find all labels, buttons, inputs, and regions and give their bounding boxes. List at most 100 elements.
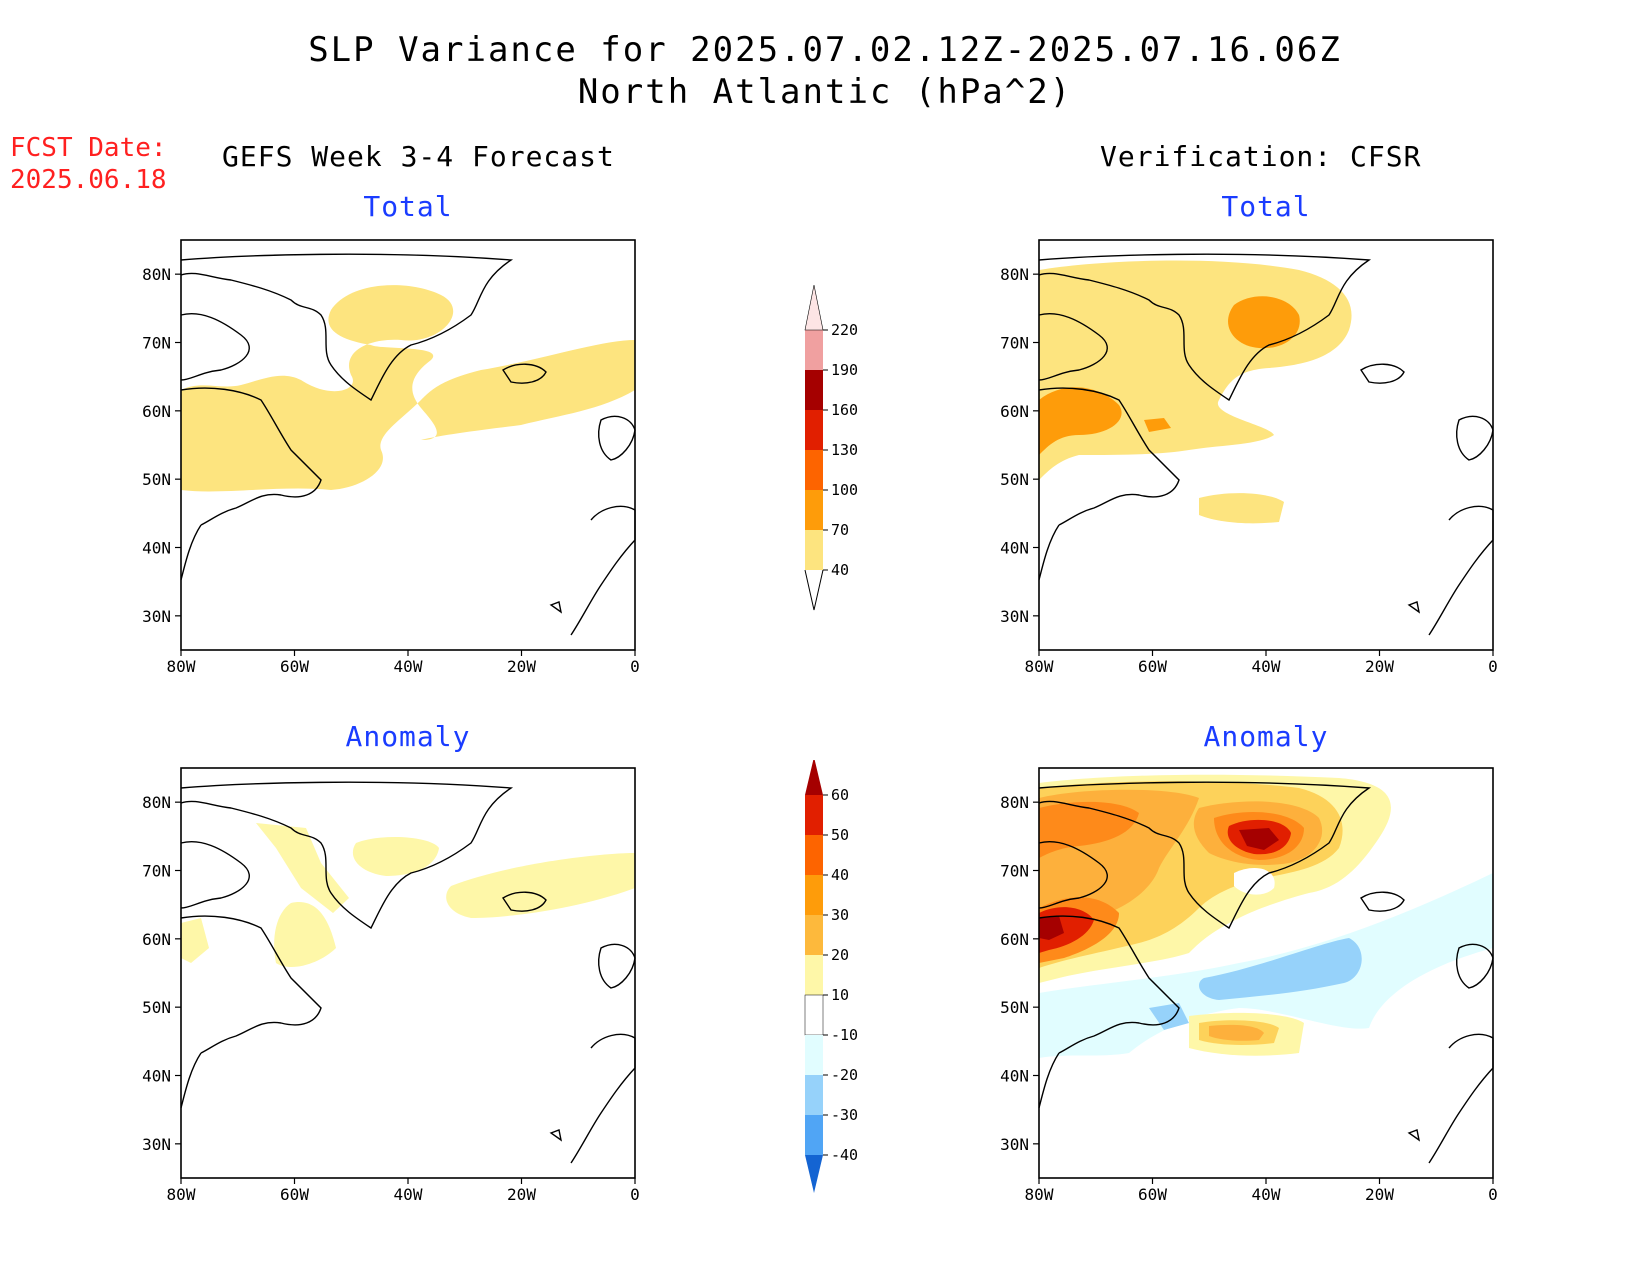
coastline-4 — [502, 363, 547, 384]
verification-anomaly-contour-60 — [1239, 828, 1279, 850]
lon-tick-label: 60W — [280, 657, 309, 676]
lat-tick-label: 40N — [1000, 1067, 1029, 1086]
total-colorbar-segment — [805, 490, 823, 530]
lon-tick-label: 80W — [1025, 657, 1054, 676]
total-colorbar-label: 160 — [831, 401, 858, 419]
lat-tick-label: 30N — [1000, 1135, 1029, 1154]
coastline-1 — [180, 841, 250, 909]
anomaly-colorbar-label: -30 — [831, 1106, 858, 1124]
verification-total-subtitle: Total — [1221, 190, 1311, 223]
verification-total-contour-70-c — [1144, 418, 1171, 432]
total-colorbar-top-arrow — [804, 285, 824, 331]
verification-total-contour-40 — [1039, 260, 1352, 480]
coastline-3 — [1038, 1052, 1060, 1109]
fcst-date-label: FCST Date: — [10, 133, 167, 163]
anomaly-colorbar-label: -10 — [831, 1026, 858, 1044]
verification-anomaly-subtitle: Anomaly — [1203, 720, 1329, 753]
coastline-7 — [1407, 1129, 1421, 1142]
lon-tick-label: 20W — [507, 657, 536, 676]
left-column-title: GEFS Week 3-4 Forecast — [222, 140, 615, 173]
coastline-5 — [598, 943, 636, 989]
right-column-title: Verification: CFSR — [1100, 140, 1422, 173]
lon-tick-label: 40W — [1252, 657, 1281, 676]
anomaly-colorbar-segment — [805, 875, 823, 915]
anomaly-colorbar-top-arrow — [805, 760, 823, 795]
anomaly-colorbar-label: -20 — [831, 1066, 858, 1084]
coastline-4 — [1360, 891, 1405, 912]
lat-tick-label: 50N — [1000, 470, 1029, 489]
verification-anomaly-contour-m20 — [1199, 938, 1362, 1000]
lat-tick-label: 60N — [142, 402, 171, 421]
anomaly-colorbar-label: 50 — [831, 826, 849, 844]
anomaly-colorbar-segment — [805, 915, 823, 955]
anomaly-colorbar-segment — [805, 835, 823, 875]
lon-tick-label: 40W — [1252, 1185, 1281, 1204]
anomaly-colorbar-segment — [805, 1075, 823, 1115]
coastline-3 — [180, 1052, 202, 1109]
lat-tick-label: 70N — [142, 862, 171, 881]
total-colorbar-segment — [805, 410, 823, 450]
lat-tick-label: 70N — [1000, 862, 1029, 881]
lat-tick-label: 60N — [1000, 402, 1029, 421]
total-colorbar-segment — [805, 370, 823, 410]
verification-anomaly-contour-white — [1234, 868, 1275, 895]
lon-tick-label: 0 — [1488, 1185, 1498, 1204]
lat-tick-label: 40N — [142, 1067, 171, 1086]
lon-tick-label: 20W — [1365, 1185, 1394, 1204]
verification-total-contour-70-b — [1039, 387, 1122, 455]
anomaly-colorbar: 60 50 40 30 20 10 -10 -20 -30 -40 — [804, 760, 858, 1193]
anomaly-colorbar-segment — [805, 795, 823, 835]
lat-tick-label: 80N — [142, 793, 171, 812]
coastline-0 — [1038, 781, 1372, 930]
lon-tick-label: 0 — [1488, 657, 1498, 676]
coastline-1 — [180, 313, 250, 381]
lon-tick-label: 60W — [280, 1185, 309, 1204]
lat-tick-label: 80N — [142, 265, 171, 284]
lat-tick-label: 50N — [142, 998, 171, 1017]
forecast-anomaly-map: 80N 70N 60N 50N 40N 30N 80W 60W 40W 20W 0 — [142, 767, 640, 1204]
anomaly-colorbar-segment — [805, 955, 823, 995]
coastline-2 — [180, 387, 322, 526]
map-frame — [180, 767, 636, 1179]
lon-tick-label: 80W — [1025, 1185, 1054, 1204]
lon-tick-label: 80W — [167, 1185, 196, 1204]
total-colorbar-label: 40 — [831, 561, 849, 579]
coastline-1 — [1038, 841, 1108, 909]
anomaly-colorbar-label: 30 — [831, 906, 849, 924]
coastline-0 — [180, 253, 514, 402]
total-colorbar-label: 100 — [831, 481, 858, 499]
total-colorbar-bottom-arrow — [804, 569, 824, 611]
verification-total-contour-40-b — [1199, 493, 1284, 524]
lat-tick-label: 80N — [1000, 265, 1029, 284]
forecast-anomaly-subtitle: Anomaly — [345, 720, 471, 753]
main-title-line2: North Atlantic (hPa^2) — [577, 72, 1073, 112]
coastline-6 — [570, 1033, 636, 1164]
lat-tick-label: 60N — [142, 930, 171, 949]
coastline-2 — [1038, 915, 1180, 1054]
verification-anomaly-contour-60-b — [1039, 916, 1064, 940]
coastline-6 — [570, 505, 636, 636]
coastline-2 — [180, 915, 322, 1054]
main-title-line1: SLP Variance for 2025.07.02.12Z-2025.07.… — [308, 30, 1342, 70]
lat-tick-label: 70N — [142, 334, 171, 353]
forecast-total-contour-40 — [181, 285, 635, 492]
lat-tick-label: 50N — [142, 470, 171, 489]
lon-tick-label: 0 — [630, 1185, 640, 1204]
lon-tick-label: 60W — [1138, 657, 1167, 676]
anomaly-colorbar-bottom-arrow — [805, 1155, 823, 1193]
lon-tick-label: 20W — [1365, 657, 1394, 676]
total-colorbar-segment — [805, 330, 823, 370]
total-colorbar: 40 70 100 130 160 190 220 — [804, 285, 858, 611]
total-colorbar-label: 70 — [831, 521, 849, 539]
total-colorbar-segment — [805, 530, 823, 570]
forecast-anomaly-contour-10-b — [446, 853, 635, 918]
forecast-anomaly-contour-10-d — [274, 902, 336, 968]
coastline-6 — [1428, 505, 1494, 636]
forecast-anomaly-contour-10-c — [256, 823, 349, 913]
coastline-7 — [549, 1129, 563, 1142]
lat-tick-label: 40N — [142, 539, 171, 558]
verification-total-contour-70-a — [1228, 296, 1300, 349]
forecast-anomaly-contour-10-e — [181, 918, 209, 963]
lat-tick-label: 30N — [142, 1135, 171, 1154]
total-colorbar-label: 190 — [831, 361, 858, 379]
